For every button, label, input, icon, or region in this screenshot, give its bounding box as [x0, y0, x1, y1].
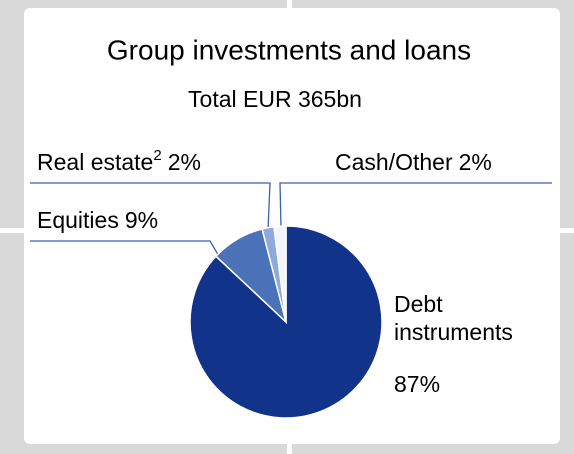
pie-slice — [189, 225, 383, 419]
slice-label: Equities 9% — [37, 207, 158, 233]
chart-title: Group investments and loans — [107, 34, 471, 65]
value-label: 9% — [125, 207, 158, 233]
slice-label: Cash/Other 2% — [335, 149, 492, 175]
leader-line — [279, 182, 552, 229]
value-label: 87% — [394, 371, 441, 397]
leader-line — [30, 182, 271, 231]
category-label: Debt instruments — [394, 291, 513, 345]
leader-line — [30, 240, 221, 259]
leader-lines — [30, 182, 552, 259]
footnote-mark: 2 — [153, 147, 161, 164]
category-label: Real estate — [37, 149, 153, 175]
pie-slice — [273, 225, 287, 323]
slice-label: Real estate2 2% — [37, 147, 201, 175]
pie — [189, 225, 383, 419]
category-label: Equities — [37, 207, 119, 233]
chart-subtitle: Total EUR 365bn — [188, 86, 362, 112]
value-label: 2% — [168, 149, 201, 175]
value-label: 2% — [459, 149, 492, 175]
category-label: Cash/Other — [335, 149, 453, 175]
